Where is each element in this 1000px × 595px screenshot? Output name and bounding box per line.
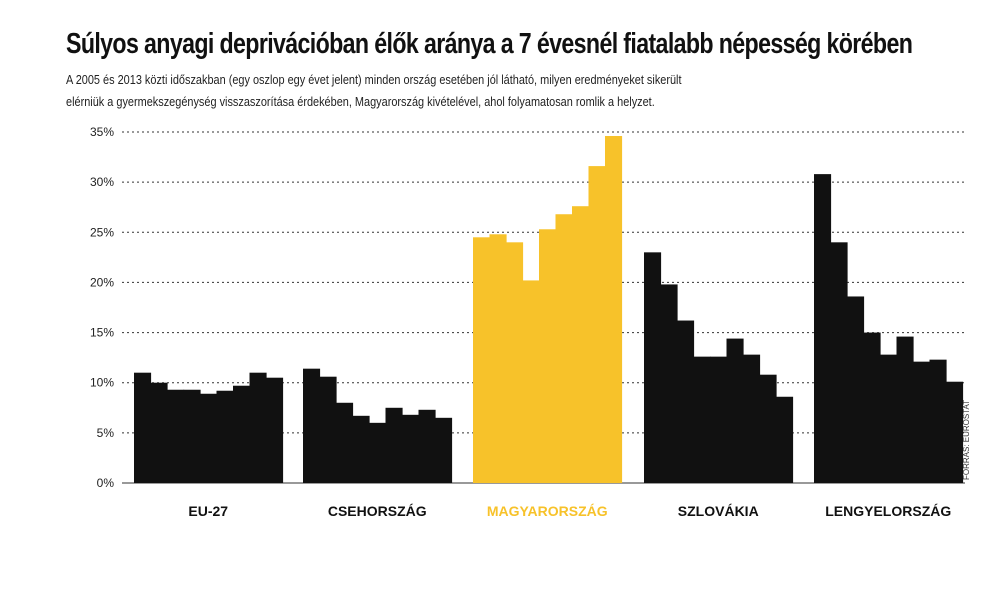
bar: [385, 407, 403, 483]
bar: [726, 338, 744, 483]
chart-subtitle-line-2: elérniük a gyermekszegénység visszaszorí…: [66, 94, 655, 109]
bar: [880, 354, 898, 483]
category-label: CSEHORSZÁG: [328, 503, 427, 519]
category-label: LENGYELORSZÁG: [825, 503, 951, 519]
bar: [352, 415, 370, 483]
source-note: FORRÁS: EUROSTAT: [962, 400, 971, 480]
bar: [743, 354, 761, 483]
category-label: EU-27: [188, 503, 228, 519]
bar: [814, 174, 832, 483]
bar: [183, 389, 201, 483]
bar: [539, 229, 557, 483]
y-tick-label: 15%: [90, 326, 114, 340]
bar: [660, 284, 678, 483]
bar: [913, 361, 931, 483]
bar: [418, 409, 436, 483]
bar: [435, 417, 453, 483]
bar: [336, 402, 354, 483]
bar-group: [473, 136, 623, 484]
chart-title: Súlyos anyagi deprivációban élők aránya …: [66, 28, 913, 60]
bar: [588, 166, 606, 483]
bar-group: [644, 252, 794, 483]
bar: [710, 356, 728, 483]
bar: [150, 382, 168, 483]
category-label: SZLOVÁKIA: [678, 503, 759, 519]
y-tick-label: 20%: [90, 275, 114, 289]
bar-group: [814, 174, 964, 483]
bar: [233, 385, 251, 483]
y-tick-label: 0%: [97, 476, 115, 490]
bar: [555, 214, 573, 483]
bar: [266, 377, 284, 483]
bar: [572, 206, 590, 483]
bar: [303, 368, 321, 483]
y-tick-label: 5%: [97, 426, 115, 440]
bar: [946, 381, 964, 483]
bar: [693, 356, 711, 483]
bar: [863, 332, 881, 483]
category-labels: EU-27 CSEHORSZÁG MAGYARORSZÁG SZLOVÁKIA LENG…: [188, 503, 951, 519]
bar: [759, 374, 777, 483]
y-tick-label: 30%: [90, 175, 114, 189]
bar: [896, 336, 914, 483]
y-tick-label: 35%: [90, 125, 114, 139]
bar: [473, 237, 491, 483]
bar: [847, 296, 865, 483]
bar-group: [134, 372, 284, 483]
bar: [605, 136, 623, 484]
bar: [929, 359, 947, 483]
bar: [216, 390, 234, 483]
bar: [776, 396, 794, 483]
y-axis-ticks: 0% 5% 10% 15% 20% 25% 30% 35%: [90, 125, 114, 490]
bar-group: [303, 368, 453, 483]
bars: [134, 136, 964, 484]
bar: [830, 242, 848, 483]
y-tick-label: 25%: [90, 225, 114, 239]
bar: [489, 234, 507, 483]
bar: [167, 389, 185, 483]
bar: [522, 280, 540, 483]
bar: [506, 242, 524, 483]
bar: [677, 320, 695, 483]
chart-subtitle-line-1: A 2005 és 2013 közti időszakban (egy osz…: [66, 72, 682, 87]
category-label: MAGYARORSZÁG: [487, 503, 608, 519]
bar: [644, 252, 662, 483]
bar: [200, 393, 218, 483]
bar: [319, 376, 337, 483]
bar: [369, 422, 387, 483]
y-tick-label: 10%: [90, 376, 114, 390]
bar: [249, 372, 267, 483]
bar: [134, 372, 152, 483]
bar: [402, 414, 420, 483]
